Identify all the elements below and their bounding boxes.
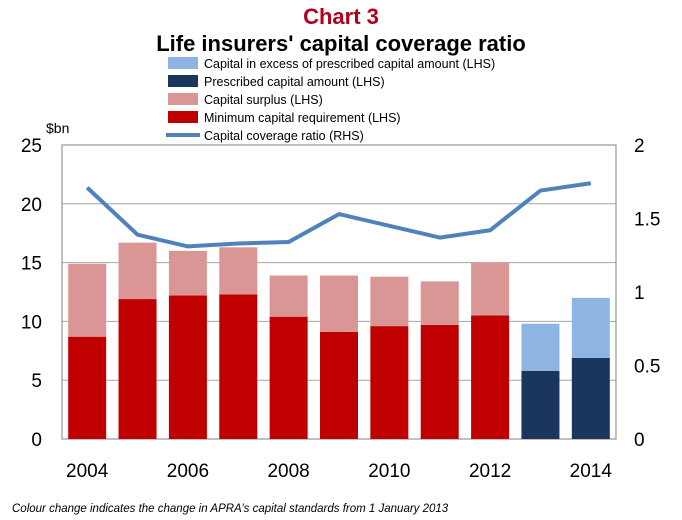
x-tick-label: 2004: [66, 461, 109, 482]
bar: [219, 247, 258, 295]
y-right-tick-label: 1.5: [634, 210, 660, 231]
x-tick-label: 2008: [267, 461, 309, 482]
bar: [68, 336, 107, 439]
bar: [471, 262, 510, 316]
legend-label: Capital surplus (LHS): [204, 93, 323, 107]
bar: [320, 275, 358, 332]
footnote: Colour change indicates the change in AP…: [12, 503, 449, 515]
bar: [571, 297, 610, 358]
bar: [521, 370, 560, 439]
y-axis-unit-label: $bn: [46, 120, 69, 136]
legend-label: Prescribed capital amount (LHS): [204, 75, 385, 89]
line-series: [85, 181, 592, 249]
y-left-tick-label: 0: [31, 430, 42, 451]
legend-label: Capital in excess of prescribed capital …: [204, 57, 495, 71]
legend-swatch: [168, 111, 198, 123]
y-right-tick-label: 2: [634, 136, 645, 157]
legend-swatch: [168, 93, 198, 105]
y-right-tick-label: 1: [634, 283, 645, 304]
legend-label: Capital coverage ratio (RHS): [204, 129, 364, 143]
y-left-tick-label: 20: [21, 195, 42, 216]
legend-swatch: [168, 75, 198, 87]
bar: [471, 315, 510, 439]
bar: [571, 357, 610, 439]
bar: [370, 326, 409, 439]
y-left-tick-label: 15: [21, 254, 42, 275]
x-tick-label: 2014: [570, 461, 613, 482]
bar: [269, 316, 308, 439]
bar: [269, 275, 308, 317]
plot-area: 0 5 10 15 20 25 0 0.5 1 1.5 2 2004 2006 2008 2010 2012 2…: [21, 136, 661, 482]
bar: [320, 331, 358, 439]
y-right-tick-label: 0: [634, 430, 645, 451]
x-tick-label: 2010: [368, 461, 410, 482]
y-left-tick-label: 5: [31, 371, 42, 392]
bar: [118, 242, 157, 300]
bar: [420, 324, 459, 439]
bar: [168, 295, 207, 439]
x-tick-label: 2012: [469, 461, 511, 482]
bar: [420, 281, 459, 325]
legend: Capital in excess of prescribed capital …: [166, 57, 495, 143]
legend-swatch: [168, 57, 198, 69]
bar: [118, 299, 157, 439]
bar: [370, 276, 409, 327]
bar: [219, 294, 258, 439]
bar: [68, 263, 107, 337]
y-right-tick-label: 0.5: [634, 357, 660, 378]
chart-subtitle: Life insurers' capital coverage ratio: [156, 31, 526, 56]
bar: [521, 323, 560, 371]
y-left-tick-label: 25: [21, 136, 42, 157]
bar: [168, 250, 207, 296]
chart-title: Chart 3: [303, 4, 379, 29]
legend-label: Minimum capital requirement (LHS): [204, 111, 401, 125]
y-left-tick-label: 10: [21, 312, 42, 333]
x-tick-label: 2006: [167, 461, 209, 482]
